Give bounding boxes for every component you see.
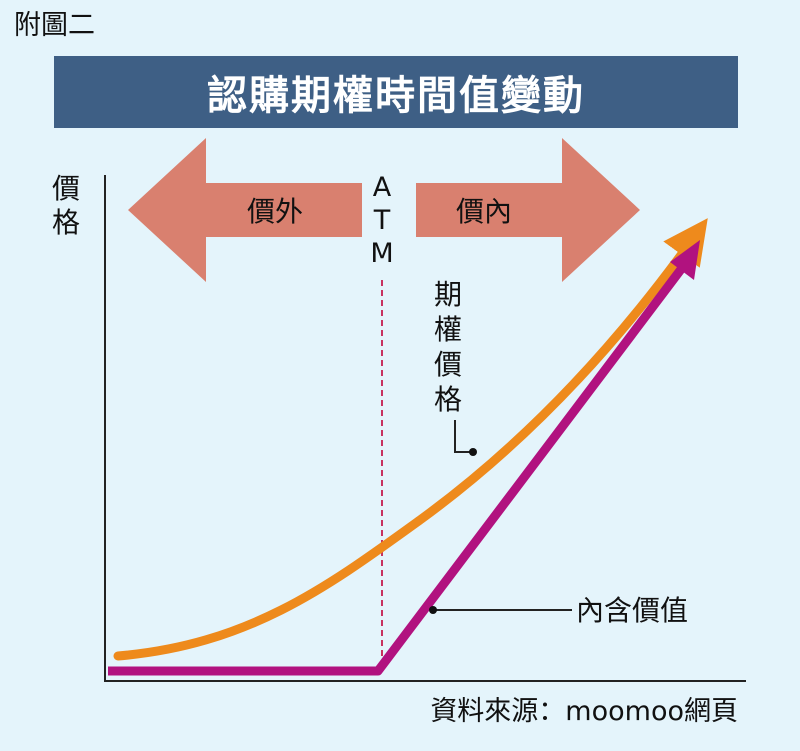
figure-label: 附圖二 xyxy=(14,10,95,41)
otm-label: 價外 xyxy=(247,195,303,228)
option-price-leader-dot xyxy=(469,448,477,456)
source-note: 資料來源：moomoo網頁 xyxy=(430,696,738,727)
option-price-leader xyxy=(454,420,472,453)
atm-label-m: M xyxy=(370,238,393,269)
intrinsic-value-arrowhead xyxy=(670,240,700,280)
option-price-label-2: 權 xyxy=(434,313,462,346)
intrinsic-value-line xyxy=(108,265,686,676)
y-axis-label-2: 格 xyxy=(52,206,80,239)
option-price-label-3: 價 xyxy=(434,348,462,381)
atm-label-t: T xyxy=(373,205,391,236)
itm-label: 價內 xyxy=(456,195,512,228)
option-price-label-1: 期 xyxy=(434,278,462,311)
y-axis-label-1: 價 xyxy=(52,172,80,205)
title-banner: 認購期權時間值變動 xyxy=(54,56,738,128)
itm-region-arrow xyxy=(416,138,640,282)
intrinsic-value-label: 內含價值 xyxy=(576,594,688,627)
diagram-title: 認購期權時間值變動 xyxy=(207,73,585,119)
option-price-curve xyxy=(113,218,708,661)
atm-label-a: A xyxy=(373,172,392,203)
option-price-label-4: 格 xyxy=(434,383,462,416)
intrinsic-value-leader-dot xyxy=(429,606,437,614)
otm-region-arrow xyxy=(128,138,362,282)
